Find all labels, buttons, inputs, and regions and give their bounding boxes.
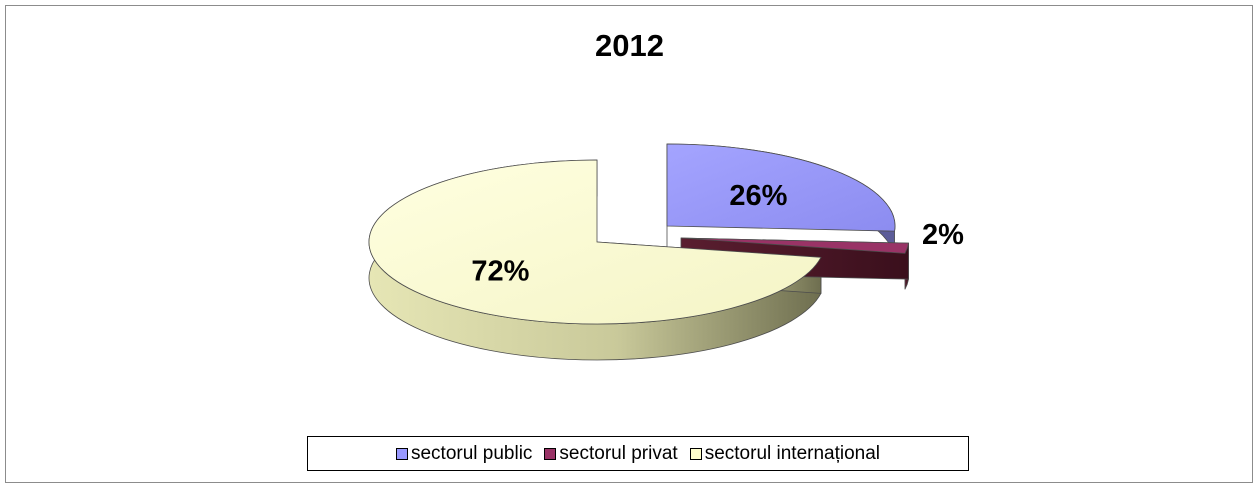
chart-title: 2012: [595, 28, 664, 63]
slice-label-public: 26%: [729, 180, 787, 212]
legend-swatch-international: [689, 447, 702, 460]
chart-legend: sectorul public sectorul privat sectorul…: [307, 436, 969, 471]
legend-label-private: sectorul privat: [559, 442, 678, 464]
legend-swatch-private: [544, 447, 557, 460]
slice-label-private: 2%: [922, 219, 964, 251]
legend-item-public: sectorul public: [395, 442, 533, 465]
slice-public: [666, 143, 896, 232]
legend-item-private: sectorul privat: [544, 442, 678, 465]
slice-private: [680, 237, 910, 254]
slice-label-international: 72%: [471, 256, 529, 288]
legend-item-international: sectorul internațional: [689, 442, 881, 465]
legend-swatch-public: [395, 447, 408, 460]
legend-label-public: sectorul public: [410, 442, 533, 464]
slice-international: [368, 159, 822, 325]
legend-label-international: sectorul internațional: [704, 442, 881, 464]
